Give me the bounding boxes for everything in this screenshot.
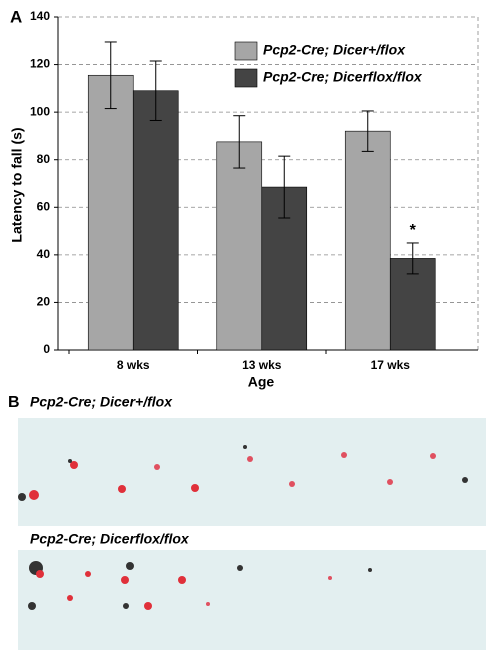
significance-mark: * — [410, 222, 417, 239]
footprint-image — [18, 418, 486, 526]
panel-label: B — [8, 394, 20, 411]
y-tick-label: 40 — [37, 247, 51, 261]
footprint-image — [18, 550, 486, 650]
y-tick-label: 60 — [37, 199, 51, 213]
y-axis-label: Latency to fall (s) — [9, 127, 25, 242]
image-caption: Pcp2-Cre; Dicerflox/flox — [30, 531, 190, 547]
bar — [87, 74, 134, 351]
panel-label: A — [10, 7, 22, 26]
x-axis-label: Age — [248, 374, 275, 390]
x-tick-label: 8 wks — [117, 358, 150, 372]
y-tick-label: 20 — [37, 295, 51, 309]
legend-swatch — [234, 41, 258, 61]
bar — [132, 90, 179, 351]
y-tick-label: 0 — [43, 342, 50, 356]
x-tick-label: 13 wks — [242, 358, 282, 372]
y-tick-label: 100 — [30, 104, 50, 118]
bar — [344, 130, 391, 351]
legend-label: Pcp2-Cre; Dicerflox/flox — [263, 69, 423, 85]
y-tick-label: 120 — [30, 57, 50, 71]
bar — [216, 141, 263, 351]
legend-swatch — [234, 68, 258, 88]
legend-label: Pcp2-Cre; Dicer+/flox — [263, 42, 406, 58]
panel-b: B Pcp2-Cre; Dicer+/flox Pcp2-Cre; Dicerf… — [8, 394, 486, 650]
y-tick-label: 140 — [30, 9, 50, 23]
y-tick-label: 80 — [37, 152, 51, 166]
footprints — [28, 561, 372, 610]
image-caption: Pcp2-Cre; Dicer+/flox — [30, 394, 173, 410]
footprints — [18, 445, 468, 501]
x-tick-label: 17 wks — [371, 358, 411, 372]
